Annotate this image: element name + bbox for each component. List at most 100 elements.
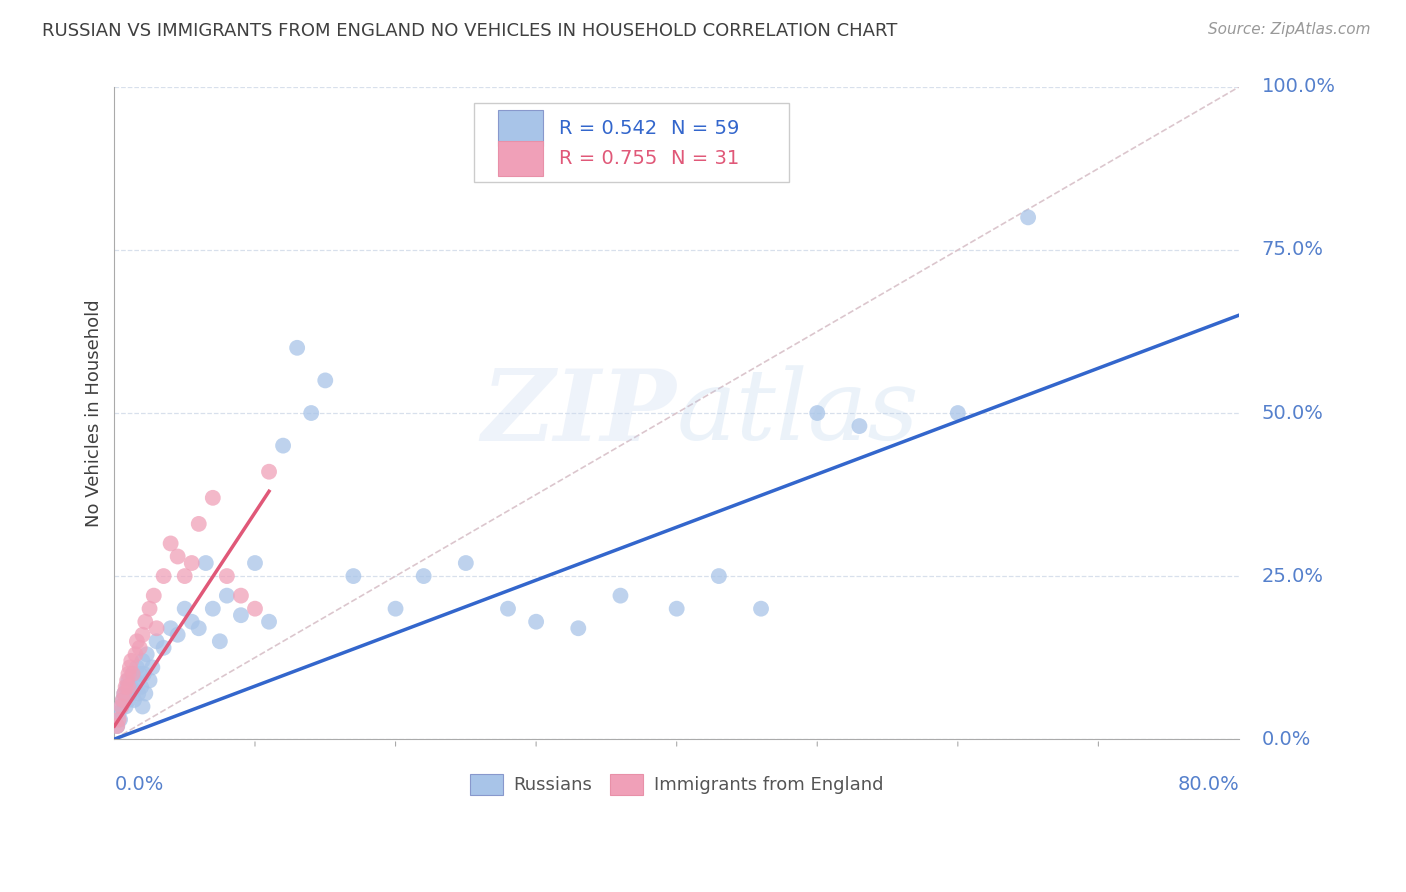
Point (187, 621, 209, 635)
Point (138, 601, 160, 615)
Point (257, 465, 280, 479)
Point (806, 406, 828, 420)
Point (229, 608, 252, 623)
Point (131, 654, 153, 668)
Point (848, 419, 870, 434)
Point (107, 706, 129, 720)
Point (132, 666, 155, 681)
Point (1017, 211, 1039, 225)
Point (299, 406, 322, 420)
Point (131, 699, 153, 714)
Point (117, 673, 139, 688)
Point (122, 693, 145, 707)
Point (412, 569, 434, 583)
Point (152, 640, 174, 655)
Point (129, 680, 152, 694)
Point (121, 666, 143, 681)
Point (166, 628, 188, 642)
Text: N = 59: N = 59 (671, 119, 740, 137)
FancyBboxPatch shape (498, 111, 543, 145)
Text: R = 0.542: R = 0.542 (558, 119, 657, 137)
Point (215, 569, 238, 583)
Point (138, 673, 160, 688)
Point (128, 640, 150, 655)
Point (117, 666, 139, 681)
Point (115, 680, 138, 694)
Text: N = 31: N = 31 (671, 149, 740, 169)
Point (665, 601, 688, 615)
Point (243, 601, 266, 615)
Point (342, 569, 364, 583)
Text: 80.0%: 80.0% (1177, 775, 1239, 794)
Point (114, 680, 136, 694)
Text: 0.0%: 0.0% (114, 775, 163, 794)
Point (285, 341, 308, 355)
Point (131, 628, 153, 642)
Point (496, 601, 519, 615)
Point (115, 673, 138, 688)
Point (118, 660, 141, 674)
Y-axis label: No Vehicles in Household: No Vehicles in Household (86, 299, 103, 527)
Point (166, 549, 188, 564)
Point (208, 634, 231, 648)
Point (120, 654, 142, 668)
Point (120, 680, 142, 694)
Point (111, 693, 134, 707)
Point (173, 569, 195, 583)
Point (117, 693, 139, 707)
Point (173, 601, 195, 615)
Point (114, 699, 136, 714)
Point (142, 589, 165, 603)
Legend: Russians, Immigrants from England: Russians, Immigrants from England (463, 766, 890, 802)
Text: Source: ZipAtlas.com: Source: ZipAtlas.com (1208, 22, 1371, 37)
Point (194, 556, 217, 570)
Text: 75.0%: 75.0% (1261, 241, 1323, 260)
Point (105, 719, 128, 733)
Text: 50.0%: 50.0% (1261, 403, 1323, 423)
Text: 0.0%: 0.0% (1261, 730, 1310, 748)
Point (524, 615, 547, 629)
Point (108, 713, 131, 727)
Point (105, 719, 128, 733)
Point (112, 686, 135, 700)
Point (117, 680, 139, 694)
Point (243, 556, 266, 570)
Point (187, 516, 209, 531)
Point (257, 615, 280, 629)
FancyBboxPatch shape (498, 141, 543, 177)
Point (134, 686, 156, 700)
Point (110, 699, 132, 714)
Text: atlas: atlas (676, 366, 920, 460)
Point (125, 634, 148, 648)
Point (229, 589, 252, 603)
Text: ZIP: ZIP (482, 365, 676, 461)
Point (121, 666, 143, 681)
Point (107, 713, 129, 727)
Point (145, 634, 167, 648)
Point (271, 439, 294, 453)
Point (609, 589, 631, 603)
Text: RUSSIAN VS IMMIGRANTS FROM ENGLAND NO VEHICLES IN HOUSEHOLD CORRELATION CHART: RUSSIAN VS IMMIGRANTS FROM ENGLAND NO VE… (42, 22, 897, 40)
Point (112, 686, 135, 700)
Text: 100.0%: 100.0% (1261, 78, 1336, 96)
Point (159, 536, 181, 550)
Point (128, 666, 150, 681)
Point (134, 615, 156, 629)
Point (180, 556, 202, 570)
Point (707, 569, 730, 583)
Point (124, 673, 146, 688)
Point (111, 693, 134, 707)
Point (145, 621, 167, 635)
Point (567, 621, 589, 635)
Point (384, 601, 406, 615)
Point (946, 406, 969, 420)
Point (127, 686, 149, 700)
Point (110, 699, 132, 714)
Text: R = 0.755: R = 0.755 (558, 149, 657, 169)
Point (180, 615, 202, 629)
Point (135, 648, 157, 662)
Point (124, 648, 146, 662)
Point (201, 601, 224, 615)
Point (159, 621, 181, 635)
Point (141, 660, 163, 674)
